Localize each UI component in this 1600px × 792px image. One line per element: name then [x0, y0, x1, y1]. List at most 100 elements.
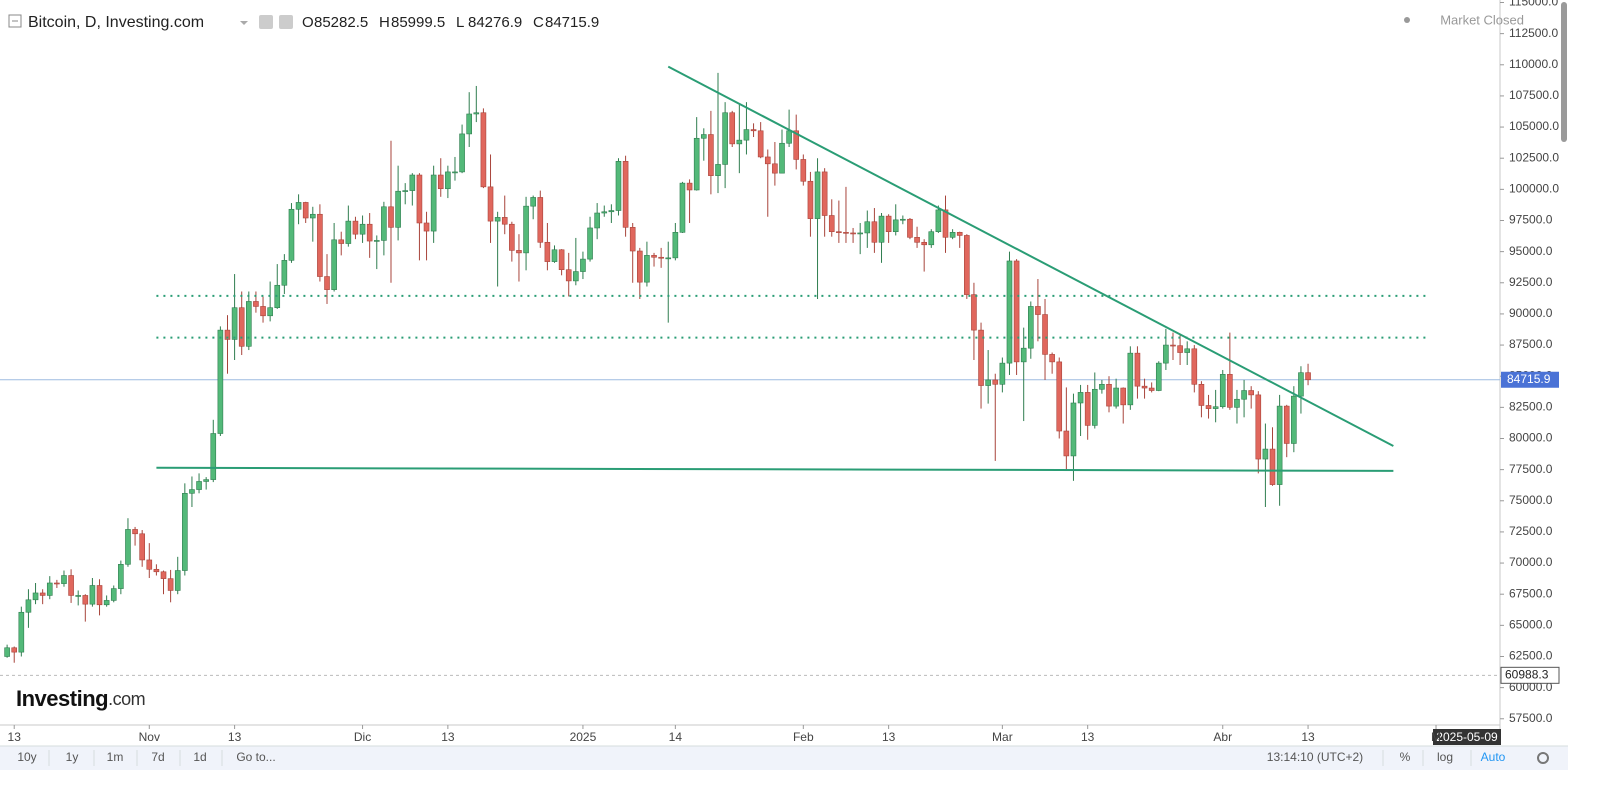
y-tick-label: 62500.0 [1509, 649, 1553, 663]
clock: 13:14:10 (UTC+2) [1267, 750, 1363, 764]
candle-body [544, 241, 551, 262]
option-button[interactable]: log [1437, 750, 1453, 764]
candle-body [814, 171, 821, 219]
settings-icon[interactable] [279, 15, 293, 29]
candle-body [487, 186, 494, 222]
candle-body [729, 112, 736, 145]
candle-body [295, 202, 302, 210]
candle-body [807, 180, 814, 219]
ohlc-value: 84715.9 [545, 14, 599, 31]
candle-body [359, 223, 366, 235]
candle-body [324, 276, 330, 290]
candle-body [18, 611, 25, 653]
candle-body [452, 171, 458, 174]
status-dot [1404, 17, 1410, 23]
range-button[interactable]: 1y [66, 750, 79, 764]
x-tick-label: Mar [992, 730, 1013, 744]
candle-body [309, 213, 316, 219]
y-tick-label: 77500.0 [1509, 462, 1553, 476]
candle-body [395, 190, 401, 228]
candle-body [594, 212, 600, 229]
y-tick-label: 82500.0 [1509, 400, 1553, 414]
candle-body [302, 202, 309, 219]
x-tick-label: 13 [228, 730, 242, 744]
candle-body [217, 329, 224, 434]
candle-body [601, 211, 608, 214]
candle-body [46, 582, 53, 596]
candle-body [764, 156, 771, 165]
collapse-icon[interactable] [8, 14, 22, 28]
candle-body [1255, 394, 1262, 460]
y-tick-label: 90000.0 [1509, 306, 1553, 320]
candle-body [679, 182, 686, 233]
candle-body [82, 595, 89, 605]
candle-body [196, 481, 202, 490]
y-tick-label: 57500.0 [1509, 711, 1553, 725]
candle-body [1177, 345, 1183, 353]
option-button[interactable]: % [1400, 750, 1411, 764]
option-button[interactable]: Auto [1481, 750, 1506, 764]
range-button[interactable]: 1m [107, 750, 124, 764]
candle-body [1070, 402, 1077, 457]
candle-body [637, 250, 643, 283]
candle-body [1241, 390, 1247, 400]
range-button[interactable]: 10y [17, 750, 36, 764]
candle-body [971, 294, 977, 331]
candle-body [580, 258, 586, 272]
candle-body [345, 220, 352, 244]
eye-icon[interactable] [259, 15, 273, 29]
candle-body [1269, 448, 1276, 485]
candle-body [1028, 306, 1034, 349]
candle-body [622, 161, 629, 228]
candle-body [1262, 448, 1269, 460]
candle-body [61, 575, 67, 584]
candle-body [828, 215, 835, 233]
range-button[interactable]: 7d [151, 750, 164, 764]
candle-body [772, 163, 778, 174]
candle-body [708, 134, 714, 176]
candle-body [1113, 387, 1119, 407]
last-price-box [1501, 371, 1559, 388]
x-tick-label: 13 [882, 730, 896, 744]
logo-suffix: .com [108, 689, 145, 709]
candle-body [1013, 260, 1020, 363]
candle-body [1063, 430, 1070, 457]
candle-body [1042, 314, 1048, 355]
candle-body [992, 379, 999, 385]
trendline [156, 466, 1394, 472]
crosshair-date-box [1433, 729, 1501, 745]
candle-body [89, 585, 96, 605]
y-tick-label: 102500.0 [1509, 150, 1559, 164]
candle-body [850, 232, 856, 235]
candle-body [1120, 387, 1127, 406]
goto-button[interactable]: Go to... [236, 750, 275, 764]
trendline [667, 65, 1394, 447]
candle-body [1006, 260, 1013, 364]
dropdown-icon[interactable] [240, 21, 248, 25]
candle-body [786, 130, 792, 144]
candle-body [352, 220, 359, 235]
gear-icon[interactable] [1537, 752, 1549, 764]
candle-body [238, 307, 245, 347]
candle-body [1084, 392, 1091, 426]
candle-body [253, 301, 259, 307]
y-tick-label: 65000.0 [1509, 618, 1553, 632]
scrollbar[interactable] [1561, 2, 1567, 142]
candle-body [182, 492, 188, 571]
candle-body [900, 218, 906, 221]
candle-body [267, 307, 273, 317]
candle-body [153, 568, 160, 573]
candle-body [480, 112, 487, 188]
x-tick-label: Dic [354, 730, 371, 744]
candle-body [430, 174, 437, 232]
candle-body [1219, 374, 1226, 408]
candle-body [530, 197, 536, 207]
candle-body [907, 218, 913, 238]
candle-body [331, 239, 337, 290]
ohlc-key: C [533, 14, 544, 31]
candle-body [665, 257, 672, 260]
x-tick-label: Feb [793, 730, 814, 744]
candle-body [558, 249, 565, 270]
range-button[interactable]: 1d [193, 750, 206, 764]
